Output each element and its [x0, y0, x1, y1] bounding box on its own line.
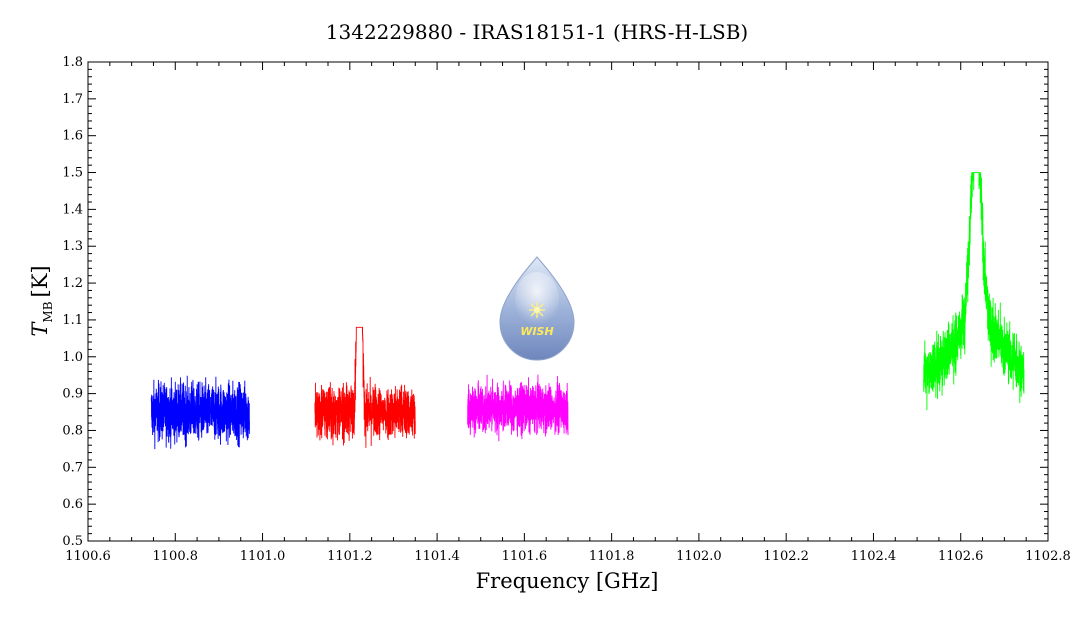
x-tick-label: 1101.8: [589, 549, 635, 564]
y-axis-label: TMB [K]: [28, 265, 55, 336]
y-tick-label: 0.7: [62, 460, 83, 475]
y-axis-label-main: T: [28, 321, 52, 337]
y-tick-label: 1.5: [62, 166, 83, 181]
y-tick-label: 0.6: [62, 497, 83, 512]
x-tick-label: 1102.8: [1025, 549, 1071, 564]
x-tick-label: 1100.6: [65, 549, 111, 564]
x-axis-label: Frequency [GHz]: [476, 569, 659, 593]
wish-logo: WISH: [499, 256, 575, 361]
y-tick-label: 1.2: [62, 276, 83, 291]
x-tick-label: 1101.0: [240, 549, 286, 564]
spectrum-series-2: [314, 326, 416, 448]
y-tick-label: 0.9: [62, 387, 83, 402]
y-tick-label: 0.5: [62, 534, 83, 549]
chart-title: 1342229880 - IRAS18151-1 (HRS-H-LSB): [326, 20, 748, 44]
y-tick-label: 1.8: [62, 55, 83, 70]
x-tick-label: 1100.8: [153, 549, 199, 564]
spectrum-series-1: [150, 375, 250, 450]
x-tick-label: 1102.2: [763, 549, 809, 564]
logo-text: WISH: [520, 325, 553, 338]
y-tick-label: 1.1: [62, 313, 83, 328]
y-tick-label: 1.4: [62, 202, 83, 217]
y-tick-label: 1.3: [62, 239, 83, 254]
x-tick-label: 1102.0: [676, 549, 722, 564]
y-axis-label-unit: [K]: [28, 265, 52, 297]
x-tick-label: 1102.6: [938, 549, 984, 564]
spectrum-series-3: [467, 374, 569, 442]
y-axis-label-sub: MB: [41, 301, 55, 322]
x-tick-label: 1102.4: [851, 549, 897, 564]
svg-text:TMB[K]: TMB [K]: [28, 265, 55, 336]
ticks-layer: 1100.6 1100.8 1101.0 1101.2 1101.4 1101.6 1101…: [62, 55, 1070, 564]
spectrum-series-4: [923, 172, 1025, 411]
y-tick-label: 1.7: [62, 92, 83, 107]
y-tick-label: 1.6: [62, 129, 83, 144]
y-tick-label: 0.8: [62, 423, 83, 438]
x-tick-label: 1101.2: [327, 549, 373, 564]
x-tick-label: 1101.4: [414, 549, 460, 564]
x-tick-label: 1101.6: [502, 549, 548, 564]
series-layer: [150, 172, 1025, 450]
y-tick-label: 1.0: [62, 350, 83, 365]
